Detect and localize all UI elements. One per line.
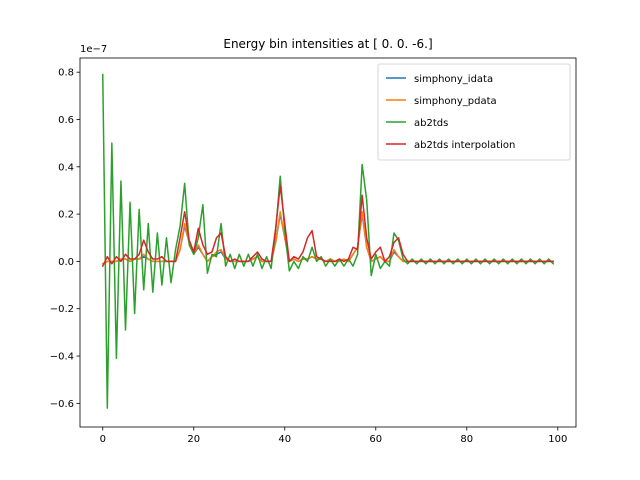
- y-tick-label: 0.4: [58, 162, 74, 173]
- x-axis: 0 20 40 60 80 100: [100, 427, 567, 445]
- legend-label-2: ab2tds: [414, 118, 448, 129]
- series-layer: [101, 73, 555, 409]
- y-axis: −0.6 −0.4 −0.2 0.0 0.2 0.4 0.6 0.8: [50, 68, 80, 410]
- chart-title: Energy bin intensities at [ 0. 0. -6.]: [223, 37, 432, 51]
- series-line-3: [101, 184, 554, 268]
- y-tick-label: −0.6: [50, 399, 74, 410]
- x-tick-label: 100: [548, 434, 567, 445]
- x-tick-label: 20: [187, 434, 200, 445]
- y-tick-label: 0.8: [58, 68, 74, 79]
- legend: simphony_idata simphony_pdata ab2tds ab2tds…: [377, 63, 571, 161]
- y-tick-label: 0.6: [58, 115, 74, 126]
- x-tick-label: 0: [100, 434, 106, 445]
- legend-label-3: ab2tds interpolation: [414, 140, 515, 151]
- y-offset-label: 1e−7: [80, 44, 107, 55]
- axes-frame: [79, 57, 577, 428]
- legend-box: [377, 63, 571, 161]
- y-tick-label: 0.2: [58, 210, 74, 221]
- x-tick-label: 40: [278, 434, 291, 445]
- x-tick-label: 80: [460, 434, 473, 445]
- y-tick-label: −0.4: [50, 352, 74, 363]
- y-tick-label: 0.0: [58, 257, 74, 268]
- x-tick-label: 60: [369, 434, 382, 445]
- y-tick-label: −0.2: [50, 304, 74, 315]
- legend-label-1: simphony_pdata: [414, 96, 497, 107]
- legend-label-0: simphony_idata: [414, 74, 493, 85]
